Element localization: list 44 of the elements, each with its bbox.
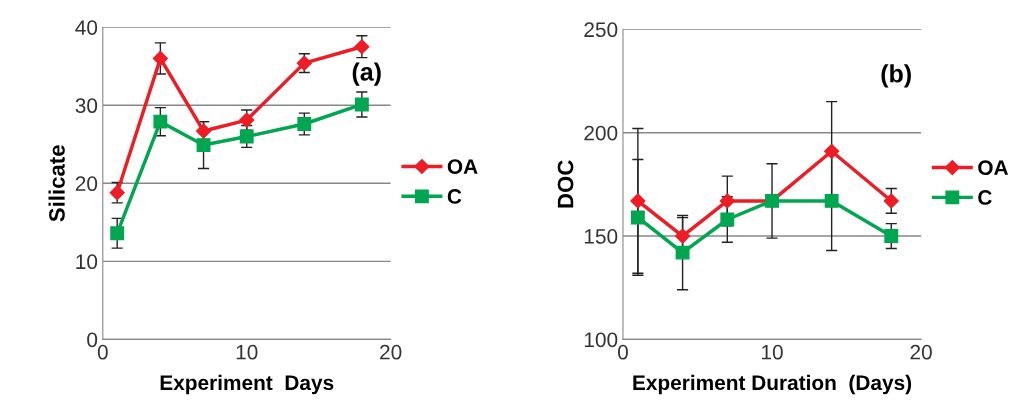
legend-label: OA [447,159,478,174]
legend-label: C [978,190,992,205]
point [720,212,735,227]
point [297,117,312,131]
point [675,228,691,244]
point [354,39,370,55]
annotation: (a) [352,62,381,86]
point [824,193,839,208]
y-tick-label: 250 [584,22,618,38]
point [109,185,125,201]
y-tick-label: 150 [584,229,618,244]
y-tick-label: 200 [584,125,618,141]
point [719,193,735,209]
y-tick-label: 20 [75,176,98,192]
y-axis-title: Silicate [48,145,65,222]
x-tick-label: 10 [762,344,783,360]
point [630,210,645,225]
y-tick-label: 30 [75,98,98,114]
point [884,229,899,243]
point [153,114,168,129]
point [883,193,899,209]
point [354,97,369,112]
annotation: (b) [881,64,911,88]
x-tick-label: 20 [910,344,932,360]
x-tick-label: 20 [380,344,402,360]
point [239,129,254,144]
x-tick-label: 0 [617,344,628,360]
x-axis-title: Experiment Duration (Days) [633,374,912,395]
x-tick-label: 10 [236,344,258,360]
point [152,50,168,67]
y-tick-label: 10 [76,254,98,270]
point [630,193,646,209]
y-tick-label: 40 [75,20,98,35]
point [675,245,690,260]
x-axis-title: Experiment Days [160,374,334,395]
y-tick-label: 0 [87,332,98,348]
point [196,138,211,153]
point [110,226,125,241]
y-axis-title: DOC [557,160,574,208]
point [824,143,840,159]
legend-label: C [447,189,462,204]
x-tick-label: 0 [97,344,108,360]
y-tick-label: 100 [584,332,618,348]
legend-label: OA [978,160,1009,176]
